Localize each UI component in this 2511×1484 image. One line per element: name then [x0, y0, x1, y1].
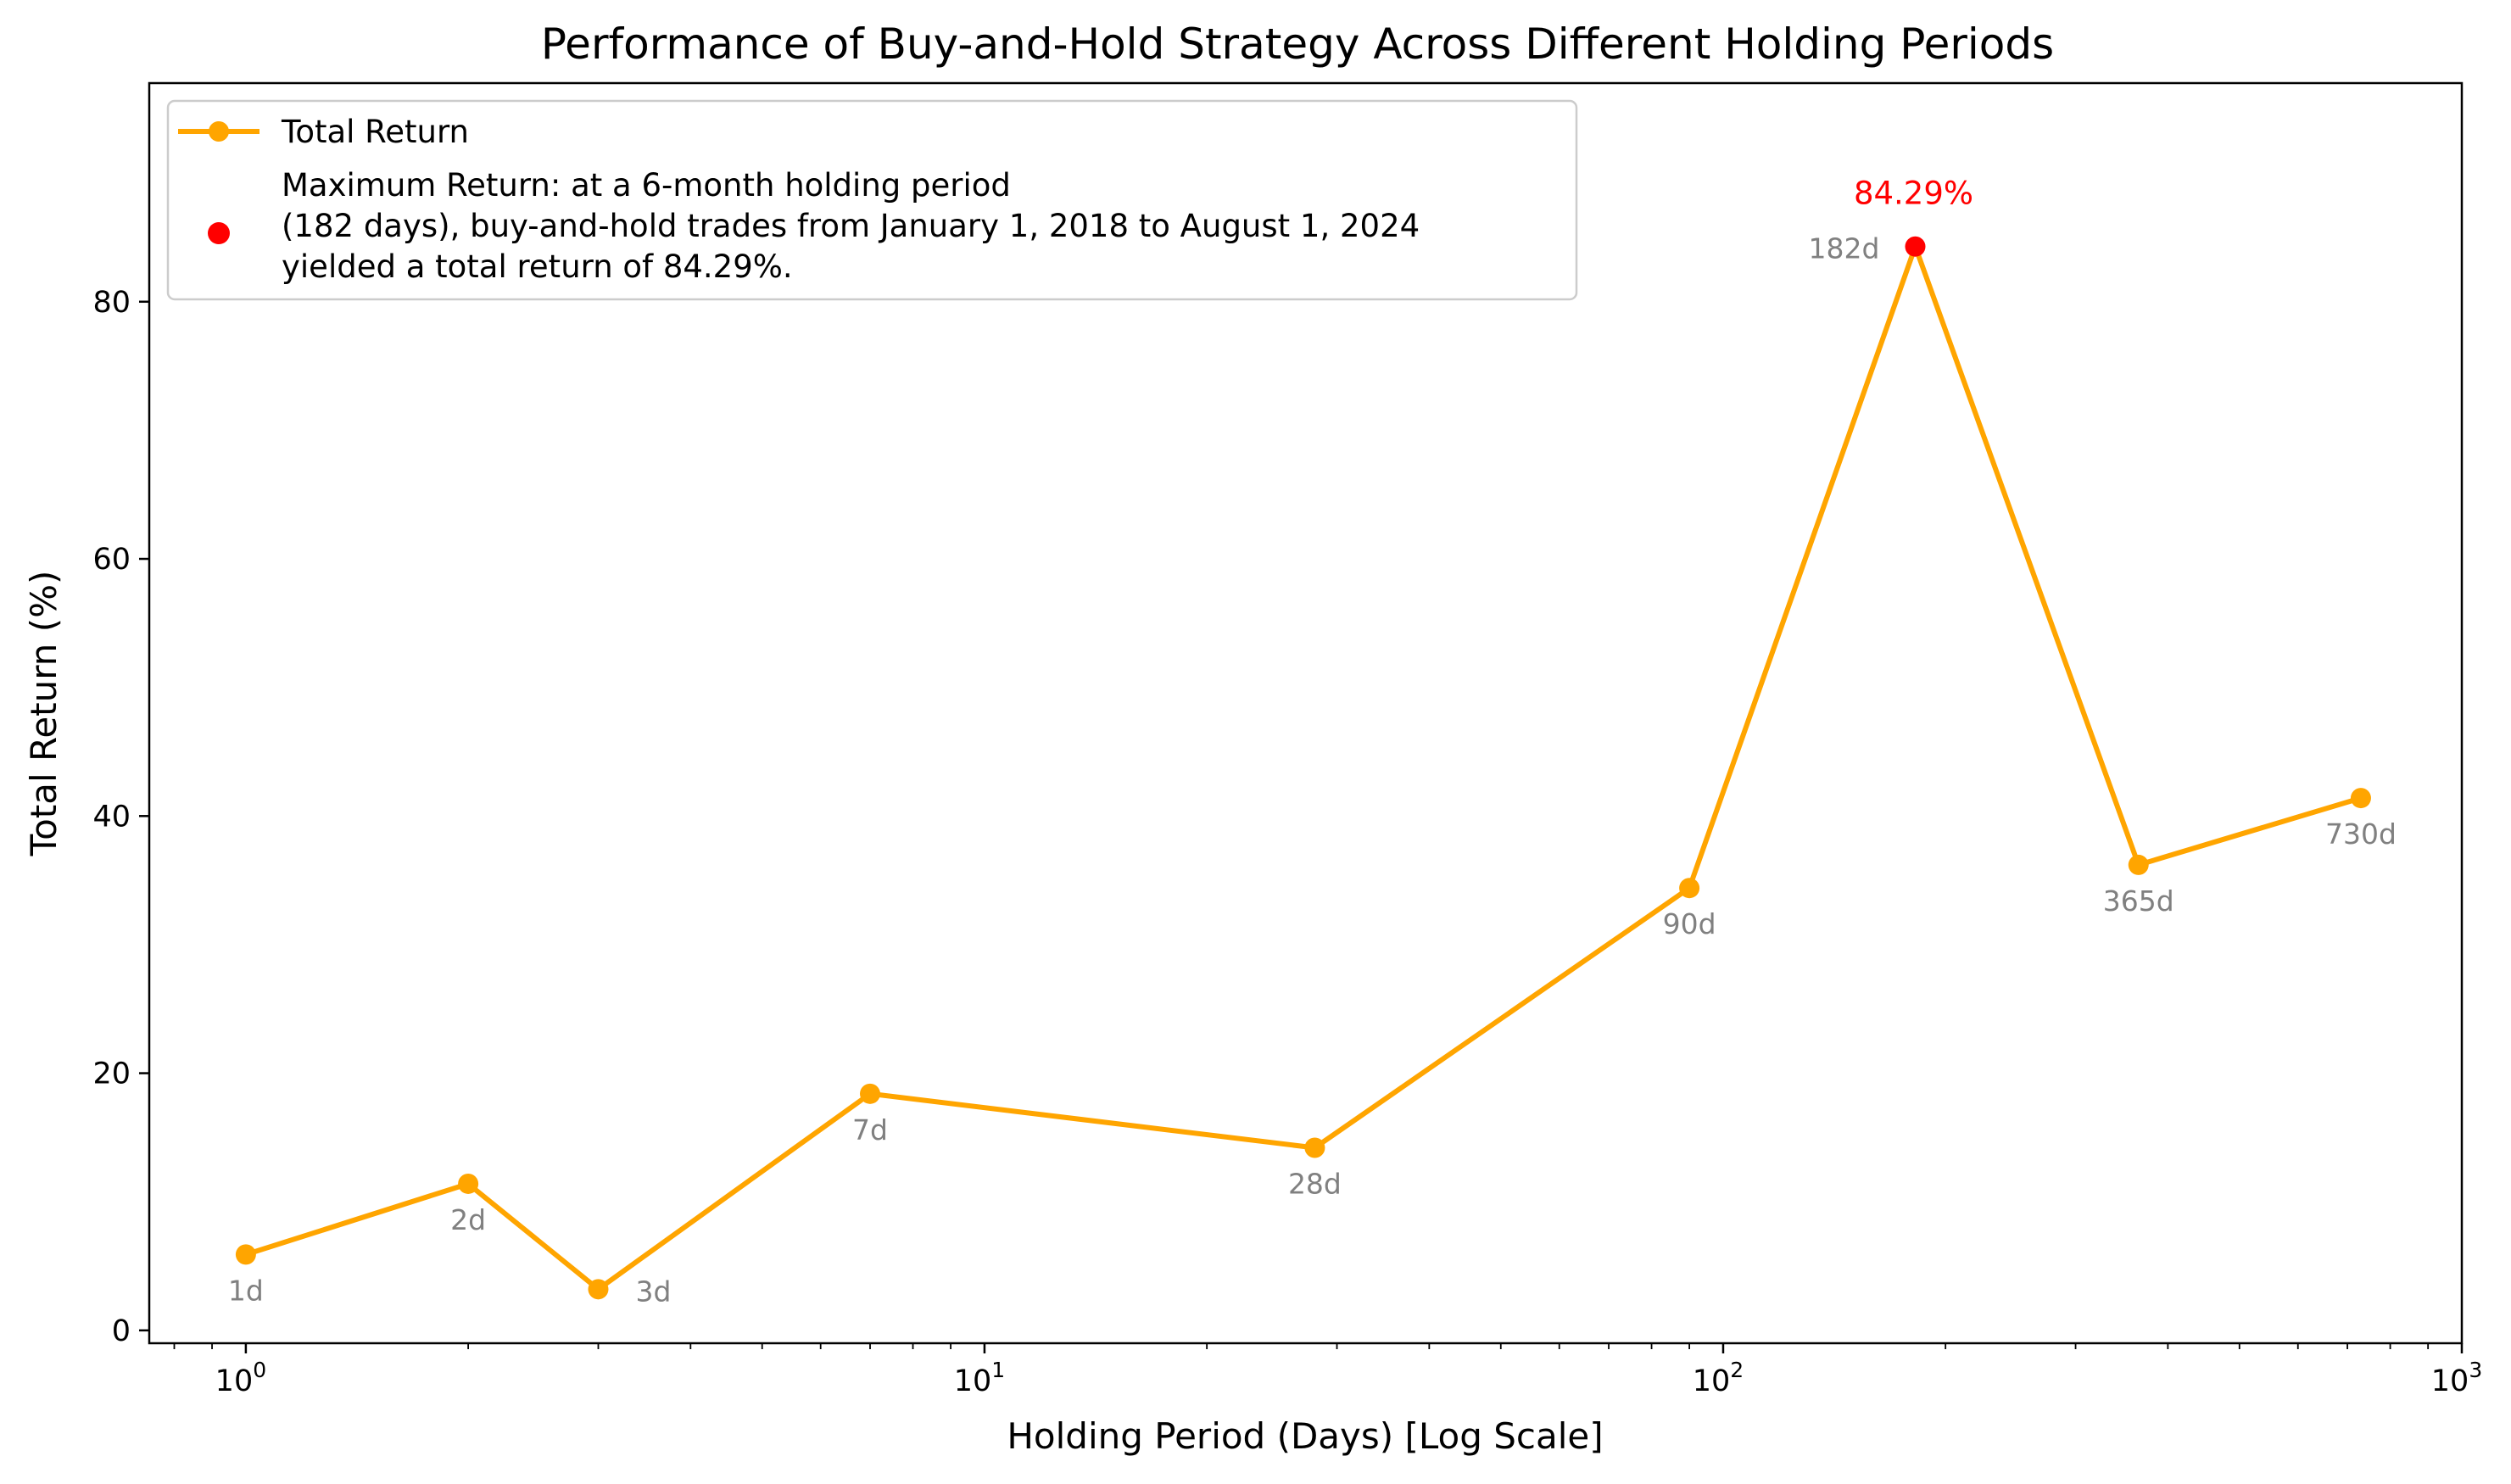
plot-area	[148, 81, 2464, 1345]
legend-marker-swatch	[209, 121, 229, 142]
x-tick-label-1: 101	[954, 1358, 1005, 1398]
max-point-marker-182d	[1905, 236, 1926, 257]
point-label-7d: 7d	[852, 1113, 888, 1146]
point-label-2d: 2d	[450, 1203, 486, 1236]
point-label-1d: 1d	[228, 1274, 264, 1307]
point-labels: 1d 2d 3d 7d 28d 90d 182d 365d 730d 84.29%	[228, 176, 2397, 1308]
x-tick-label-3: 103	[2431, 1358, 2482, 1398]
data-point-3d	[588, 1279, 609, 1300]
series-layer	[235, 236, 2371, 1300]
point-label-730d: 730d	[2325, 817, 2397, 851]
point-label-3d: 3d	[635, 1275, 671, 1308]
data-point-2d	[458, 1173, 479, 1194]
chart-title: Performance of Buy-and-Hold Strategy Acr…	[541, 20, 2054, 69]
y-tick-label-1: 20	[92, 1057, 131, 1091]
data-point-7d	[860, 1083, 881, 1104]
y-tick-label-4: 80	[92, 286, 131, 320]
legend-entry-total-return: Total Return	[281, 114, 469, 150]
point-label-365d: 365d	[2103, 884, 2174, 918]
x-tick-label-0: 100	[215, 1358, 266, 1398]
data-point-1d	[235, 1244, 256, 1265]
legend-entry-max-return-line-3: yielded a total return of 84.29%.	[282, 248, 793, 285]
point-label-90d: 90d	[1663, 907, 1716, 940]
legend-box	[166, 99, 1578, 301]
point-label-28d: 28d	[1288, 1168, 1342, 1201]
legend-max-swatch	[208, 222, 230, 244]
y-tick-label-2: 40	[92, 800, 131, 834]
legend-entry-max-return-line-2: (182 days), buy-and-hold trades from Jan…	[282, 208, 1420, 244]
series-line-total-return	[244, 238, 2362, 1293]
max-return-annotation: 84.29%	[1854, 176, 1973, 212]
x-tick-label-2: 102	[1693, 1358, 1744, 1398]
data-point-730d	[2350, 788, 2371, 809]
x-axis-label: Holding Period (Days) [Log Scale]	[1007, 1415, 1603, 1457]
legend-entry-max-return-line-1: Maximum Return: at a 6-month holding per…	[282, 167, 1011, 204]
data-point-90d	[1679, 878, 1700, 899]
y-tick-label-0: 0	[112, 1314, 131, 1348]
y-axis-label: Total Return (%)	[23, 571, 64, 857]
plot-frame	[148, 81, 2464, 1345]
point-label-182d: 182d	[1809, 232, 1880, 265]
y-axis-ticks: 0 20 40 60 80	[92, 286, 149, 1348]
legend: Total Return Maximum Return: at a 6-mont…	[166, 99, 1578, 301]
y-tick-label-3: 60	[92, 543, 131, 577]
data-point-28d	[1304, 1137, 1325, 1158]
x-axis-ticks: 100 101 102 103	[173, 1343, 2482, 1398]
data-point-365d	[2128, 854, 2149, 875]
